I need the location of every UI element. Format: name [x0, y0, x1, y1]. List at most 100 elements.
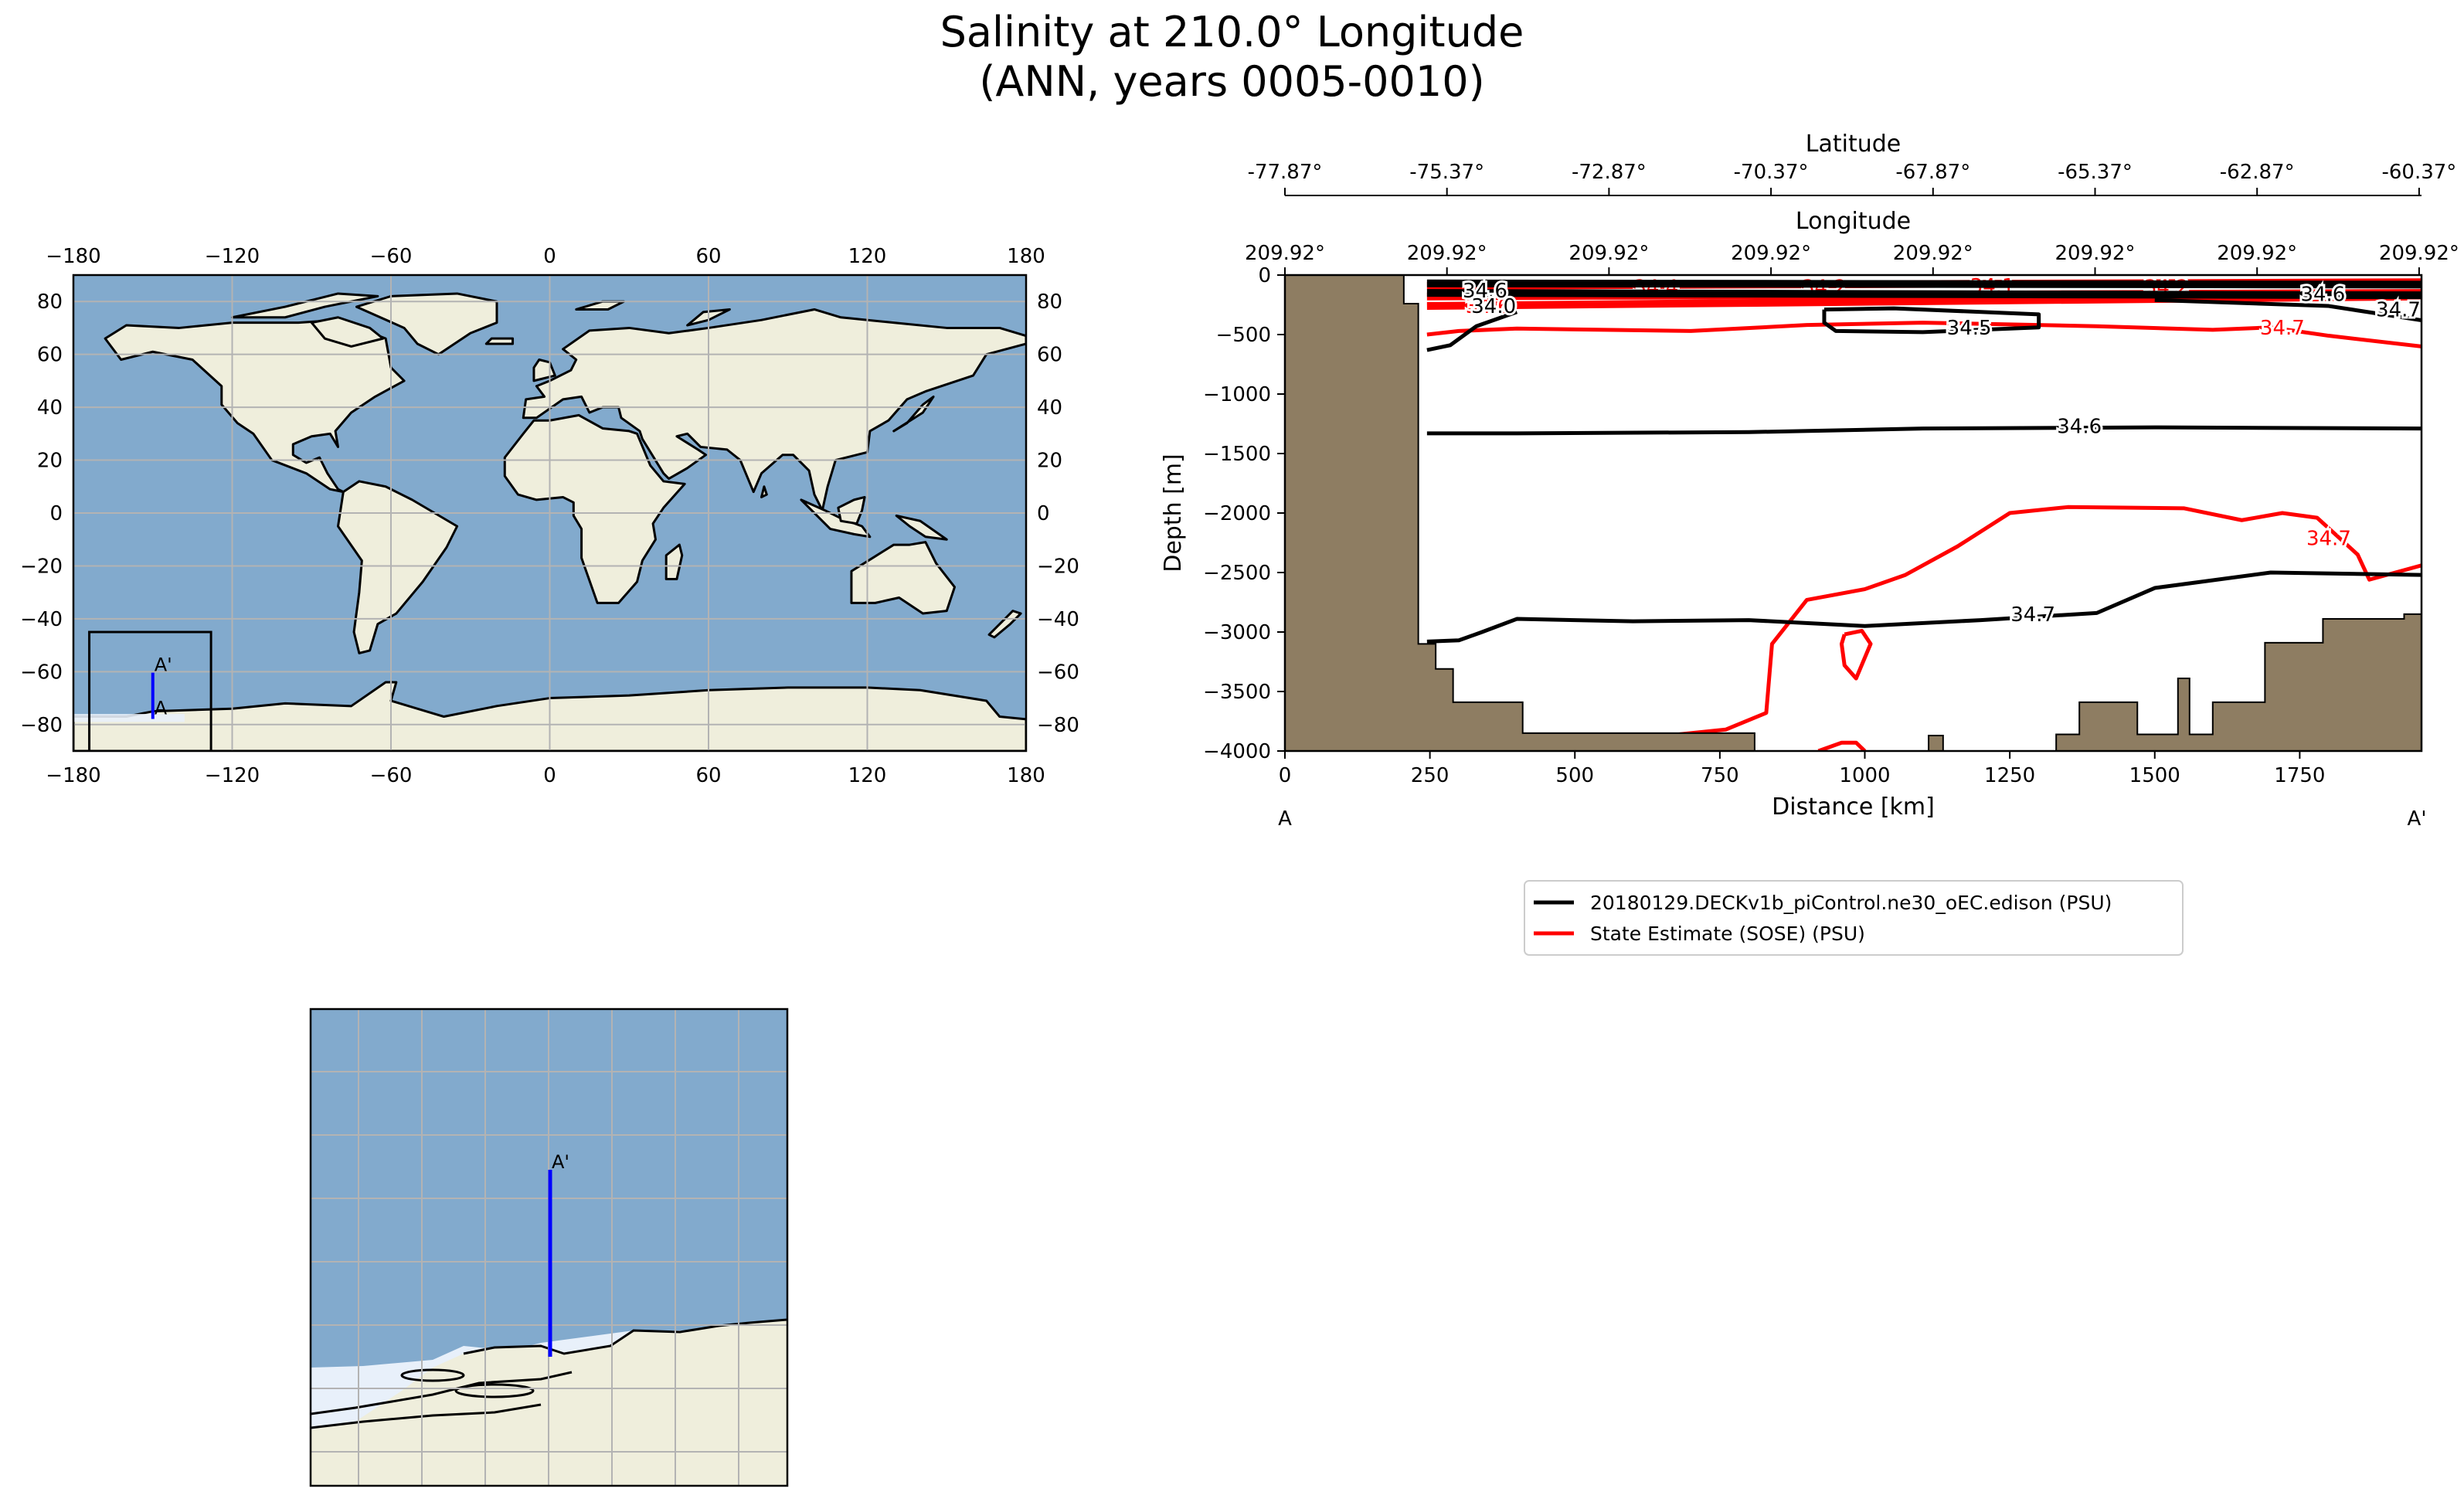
transect-start-label: A — [155, 697, 168, 719]
global-map: A' A −180 −180 −120 −120 −60 −60 0 0 60 60 120 120 180… — [20, 245, 1079, 787]
lon-tick-top: −60 — [370, 245, 413, 268]
x-tick-label: 1750 — [2274, 764, 2325, 787]
x-tick-label: 750 — [1701, 764, 1739, 787]
model-contour-34.7 — [2154, 297, 2422, 322]
lat-tick-label: -77.87° — [1248, 161, 1323, 184]
x-tick-label: 1500 — [2129, 764, 2180, 787]
arctic-islands-land — [231, 292, 379, 319]
y-axis-label: Depth [m] — [1160, 454, 1187, 573]
lon-tick-top: 0 — [543, 245, 556, 268]
lat-tick-label: -60.37° — [2381, 161, 2456, 184]
inset-extent-box — [88, 630, 212, 751]
y-tick-label: −2000 — [1203, 502, 1271, 525]
indonesia-land — [800, 498, 872, 539]
lat-tick-right: −80 — [1037, 714, 1079, 737]
latitude-axis-label: Latitude — [1806, 131, 1901, 158]
lat-tick-left: 40 — [37, 396, 63, 420]
lon-tick-top: −120 — [205, 245, 260, 268]
obs-contour-label: 34.7 — [2260, 317, 2305, 340]
inset-ice-island — [400, 1368, 465, 1382]
lat-tick-right: 0 — [1037, 502, 1050, 525]
new-guinea-land — [895, 514, 948, 541]
inset-ice-edge-2 — [311, 1403, 542, 1429]
model-surface-contour — [1426, 279, 2422, 289]
lat-tick-left: 80 — [37, 291, 63, 314]
obs-contour-34.7 — [1597, 505, 2422, 751]
global-map-body: A' A — [73, 275, 1026, 751]
model-contour-34.6 — [1426, 425, 2422, 436]
x-tick-label: 250 — [1411, 764, 1450, 787]
y-tick-label: −3000 — [1203, 621, 1271, 644]
global-map-frame — [72, 274, 1028, 753]
lon-tick-bottom: 120 — [848, 764, 887, 787]
lon-top-tick-label: 209.92° — [1407, 242, 1487, 265]
legend-obs-label: State Estimate (SOSE) (PSU) — [1590, 923, 1865, 945]
lat-tick-left: 0 — [49, 502, 63, 525]
y-tick-label: −1500 — [1203, 443, 1271, 466]
model-surface-contour — [1426, 289, 2422, 300]
lat-tick-left: −60 — [20, 661, 63, 684]
lat-tick-left: −80 — [20, 714, 63, 737]
y-tick-label: −4000 — [1203, 740, 1271, 763]
x-tick-label: 500 — [1555, 764, 1594, 787]
lon-tick-bottom: −120 — [205, 764, 260, 787]
model-contour-label: 34.6 — [2300, 284, 2345, 307]
lat-tick-right: 80 — [1037, 291, 1062, 314]
model-contour-label: 34.0 — [1471, 295, 1516, 318]
y-tick-label: −2500 — [1203, 562, 1271, 585]
obs-contour-label: 34.6 — [1466, 295, 1511, 318]
x-tick-label: 1250 — [1984, 764, 2035, 787]
iceland-land — [484, 337, 515, 345]
lon-top-tick-label: 209.92° — [2379, 242, 2459, 265]
salinity-section-plot: 34.734.734.434.234.134.234.634.634.734.5… — [1160, 131, 2459, 831]
lat-tick-right: 40 — [1037, 396, 1062, 420]
lat-tick-left: −20 — [20, 555, 63, 578]
lon-tick-top: 180 — [1007, 245, 1045, 268]
lon-tick-bottom: −180 — [46, 764, 100, 787]
inset-ice-island — [454, 1383, 535, 1398]
lon-tick-top: −180 — [46, 245, 100, 268]
model-contour-label: 34.7 — [2376, 299, 2421, 322]
australia-land — [850, 541, 957, 615]
transect-end-label: A' — [155, 654, 172, 676]
lon-top-tick-label: 209.92° — [1568, 242, 1649, 265]
lat-tick-right: −20 — [1037, 555, 1079, 578]
x-tick-label: 1000 — [1839, 764, 1890, 787]
lat-tick-left: 60 — [37, 344, 63, 367]
x-axis-label: Distance [km] — [1772, 793, 1935, 821]
lat-tick-right: −60 — [1037, 661, 1079, 684]
lon-tick-bottom: 180 — [1007, 764, 1045, 787]
lon-tick-bottom: 0 — [543, 764, 556, 787]
y-tick-label: −3500 — [1203, 681, 1271, 704]
x-tick-label: 0 — [1279, 764, 1292, 787]
model-contour-label: 34.6 — [1463, 280, 1507, 303]
model-contour-34.5 — [1822, 306, 2041, 335]
lon-top-tick-label: 209.92° — [1245, 242, 1325, 265]
obs-contour-34.7 — [1839, 628, 1873, 681]
model-contour-label: 34.7 — [2010, 603, 2055, 627]
lat-tick-label: -70.37° — [1734, 161, 1809, 184]
lat-tick-left: 20 — [37, 450, 63, 473]
sea-ice — [73, 714, 185, 722]
lat-tick-label: -62.87° — [2220, 161, 2295, 184]
baffin-island-land — [310, 316, 385, 348]
obs-contour-34.7 — [1817, 740, 1867, 751]
model-contour-34.7 — [1426, 570, 2422, 644]
lon-tick-top: 120 — [848, 245, 887, 268]
figure-subtitle: (ANN, years 0005-0010) — [979, 57, 1485, 106]
sri-lanka-land — [760, 485, 768, 498]
bathymetry — [1285, 275, 2422, 751]
inset-transect-end-label: A' — [552, 1151, 569, 1173]
y-tick-label: −500 — [1216, 324, 1271, 347]
model-contour-label: 34.5 — [1947, 317, 1992, 340]
legend-model-label: 20180129.DECKv1b_piControl.ne30_oEC.edis… — [1590, 892, 2112, 914]
section-body: 34.734.734.434.234.134.234.634.634.734.5… — [1285, 275, 2422, 751]
obs-contour-label: 34.7 — [2306, 527, 2351, 550]
madagascar-land — [664, 543, 684, 581]
lon-top-tick-label: 209.92° — [2217, 242, 2297, 265]
inset-map: A' — [309, 1008, 789, 1487]
model-contour-label: 34.6 — [2057, 416, 2102, 439]
y-tick-label: −1000 — [1203, 383, 1271, 406]
section-end-label: A' — [2408, 807, 2427, 831]
lon-top-tick-label: 209.92° — [2055, 242, 2136, 265]
